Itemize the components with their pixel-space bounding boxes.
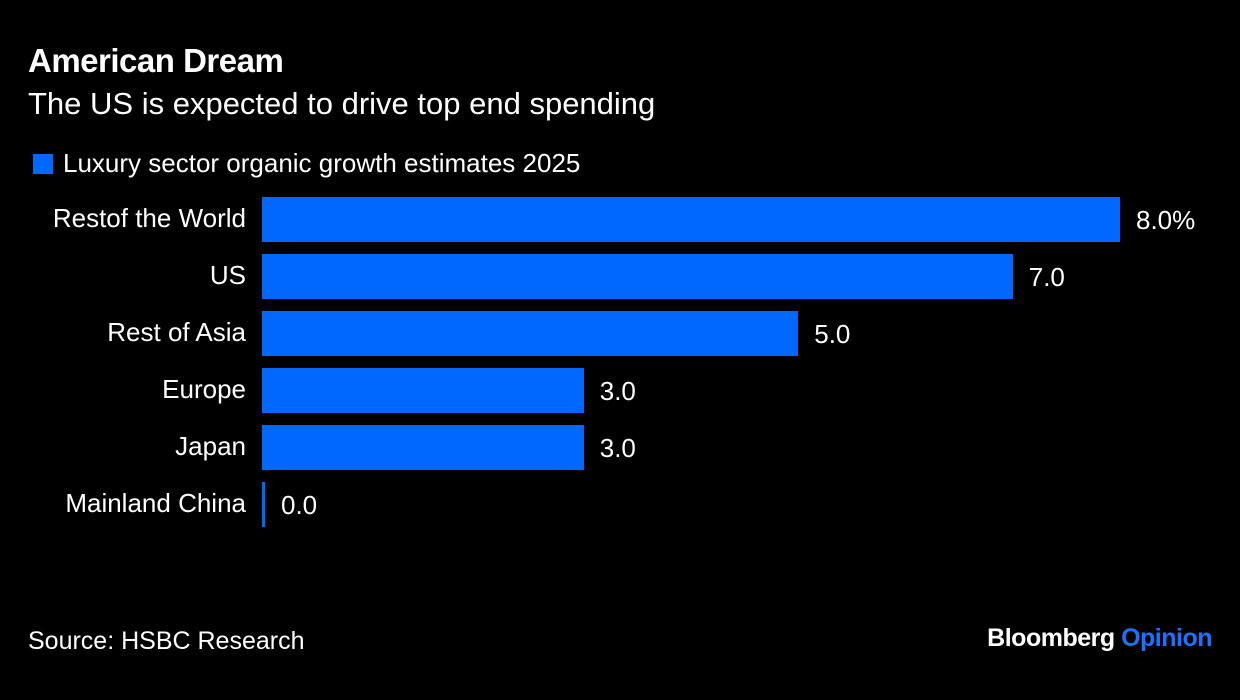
value-label: 7.0 xyxy=(1028,262,1065,292)
bar xyxy=(262,482,265,527)
bar xyxy=(262,425,584,470)
legend-label: Luxury sector organic growth estimates 2… xyxy=(63,148,581,178)
bar xyxy=(262,311,799,356)
value-label: 5.0 xyxy=(814,319,851,349)
value-label: 8.0% xyxy=(1136,205,1196,235)
category-label: Europe xyxy=(162,374,246,404)
logo-accent: Opinion xyxy=(1121,624,1212,652)
bar xyxy=(262,254,1013,299)
chart-title: American Dream xyxy=(28,42,284,79)
value-label: 3.0 xyxy=(599,433,636,463)
value-label: 0.0 xyxy=(281,490,318,520)
logo-main: Bloomberg xyxy=(987,624,1115,652)
chart-subtitle: The US is expected to drive top end spen… xyxy=(28,86,656,121)
category-label: US xyxy=(209,260,246,290)
category-label: Rest of Asia xyxy=(107,317,246,347)
category-label: Japan xyxy=(175,431,246,461)
bar xyxy=(262,197,1120,242)
legend: Luxury sector organic growth estimates 2… xyxy=(33,148,580,179)
source-note: Source: HSBC Research xyxy=(28,627,305,655)
legend-swatch xyxy=(33,153,53,174)
value-label: 3.0 xyxy=(599,376,636,406)
bar xyxy=(262,368,584,413)
bloomberg-opinion-logo: Bloomberg Opinion xyxy=(987,624,1212,653)
category-label: Mainland China xyxy=(65,488,246,518)
category-label: Restof the World xyxy=(52,203,246,233)
